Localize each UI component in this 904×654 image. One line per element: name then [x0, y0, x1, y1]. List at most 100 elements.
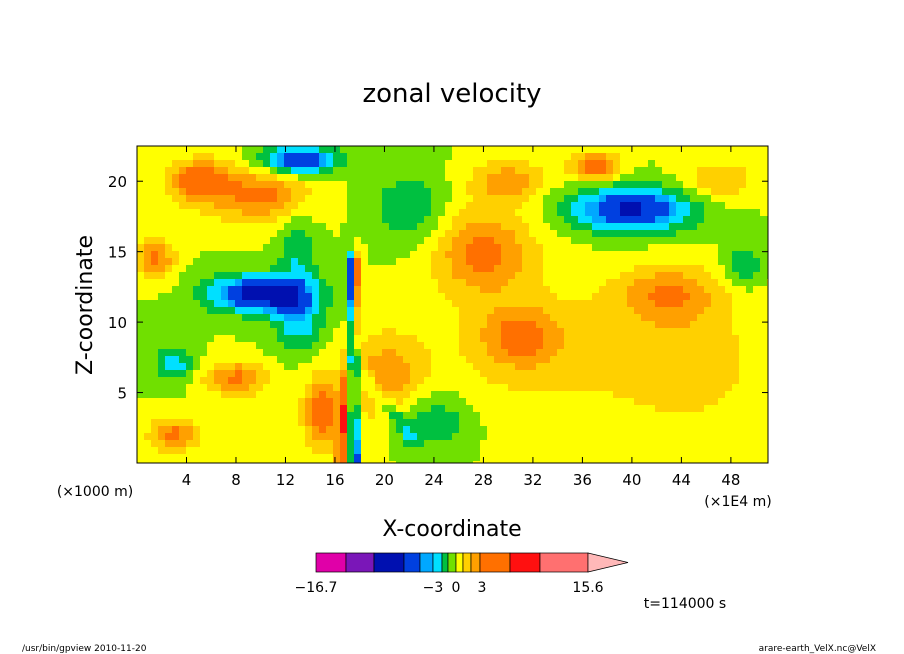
field-cell	[158, 244, 166, 252]
field-cell	[235, 391, 243, 399]
field-cell	[228, 251, 236, 259]
field-cell	[550, 314, 558, 322]
field-cell	[165, 195, 173, 203]
field-cell	[452, 349, 460, 357]
field-cell	[641, 377, 649, 385]
field-cell	[648, 377, 656, 385]
field-cell	[634, 321, 642, 329]
field-cell	[333, 328, 341, 336]
field-cell	[326, 335, 334, 343]
field-cell	[431, 384, 439, 392]
field-cell	[473, 447, 481, 455]
field-cell	[466, 237, 474, 245]
field-cell	[515, 349, 523, 357]
field-cell	[466, 391, 474, 399]
field-cell	[228, 370, 236, 378]
field-cell	[508, 384, 516, 392]
field-cell	[746, 279, 754, 287]
field-cell	[144, 216, 152, 224]
field-cell	[235, 293, 243, 301]
field-cell	[620, 237, 628, 245]
field-cell	[249, 160, 257, 168]
field-cell	[487, 440, 495, 448]
field-cell	[417, 321, 425, 329]
field-cell	[151, 258, 159, 266]
field-cell	[242, 251, 250, 259]
field-cell	[571, 272, 579, 280]
field-cell	[690, 195, 698, 203]
field-cell	[704, 153, 712, 161]
field-cell	[725, 440, 733, 448]
field-cell	[522, 363, 530, 371]
field-cell	[382, 314, 390, 322]
field-cell	[599, 237, 607, 245]
field-cell	[718, 461, 726, 463]
field-cell	[165, 181, 173, 189]
field-cell	[508, 412, 516, 420]
field-cell	[529, 279, 537, 287]
field-cell	[641, 342, 649, 350]
field-cell	[424, 258, 432, 266]
field-cell	[207, 405, 215, 413]
field-cell	[417, 146, 425, 154]
field-cell	[676, 286, 684, 294]
field-cell	[375, 279, 383, 287]
field-cell	[592, 146, 600, 154]
field-cell	[613, 300, 621, 308]
field-cell	[256, 349, 264, 357]
field-cell	[193, 188, 201, 196]
field-cell	[676, 426, 684, 434]
field-cell	[501, 153, 509, 161]
field-cell	[214, 440, 222, 448]
field-cell	[578, 328, 586, 336]
field-cell	[375, 209, 383, 217]
field-cell	[564, 447, 572, 455]
field-cell	[760, 440, 768, 448]
field-cell	[508, 153, 516, 161]
field-cell	[564, 146, 572, 154]
field-cell	[746, 153, 754, 161]
field-cell	[137, 153, 145, 161]
field-cell	[179, 314, 187, 322]
field-cell	[648, 314, 656, 322]
field-cell	[270, 342, 278, 350]
field-cell	[718, 174, 726, 182]
field-cell	[641, 307, 649, 315]
field-cell	[326, 188, 334, 196]
field-cell	[333, 230, 341, 238]
field-cell	[326, 216, 334, 224]
field-cell	[725, 384, 733, 392]
field-cell	[683, 433, 691, 441]
field-cell	[137, 349, 145, 357]
field-cell	[536, 209, 544, 217]
field-cell	[207, 160, 215, 168]
field-cell	[256, 433, 264, 441]
field-cell	[494, 300, 502, 308]
field-cell	[242, 391, 250, 399]
field-cell	[543, 279, 551, 287]
field-cell	[249, 321, 257, 329]
field-cell	[585, 454, 593, 462]
field-cell	[697, 370, 705, 378]
field-cell	[340, 426, 348, 434]
field-cell	[697, 447, 705, 455]
field-cell	[186, 328, 194, 336]
field-cell	[403, 209, 411, 217]
field-cell	[543, 167, 551, 175]
field-cell	[711, 279, 719, 287]
field-cell	[718, 181, 726, 189]
field-cell	[354, 342, 362, 350]
field-cell	[326, 405, 334, 413]
field-cell	[214, 321, 222, 329]
field-cell	[165, 293, 173, 301]
field-cell	[732, 146, 740, 154]
field-cell	[585, 447, 593, 455]
field-cell	[606, 342, 614, 350]
field-cell	[235, 307, 243, 315]
field-cell	[536, 286, 544, 294]
field-cell	[221, 195, 229, 203]
field-cell	[452, 363, 460, 371]
field-cell	[382, 181, 390, 189]
field-cell	[627, 405, 635, 413]
field-cell	[417, 342, 425, 350]
